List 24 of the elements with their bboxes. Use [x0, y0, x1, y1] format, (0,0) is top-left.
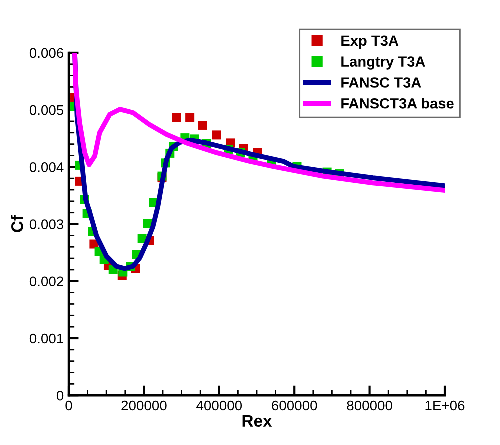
legend-label: Langtry T3A [342, 56, 426, 70]
y-tick-label: 0 [56, 390, 64, 401]
x-tick-label: 1E+06 [426, 400, 465, 411]
y-tick-label: 0.006 [30, 48, 64, 58]
legend-label: FANSC T3A [342, 78, 422, 88]
y-tick-label: 0.002 [30, 276, 64, 287]
y-axis-title: Cf [11, 215, 24, 232]
x-tick-label: 600000 [272, 400, 318, 411]
point [198, 120, 208, 130]
x-tick-label: 200000 [122, 400, 167, 411]
point [172, 114, 182, 123]
y-tick-label: 0.004 [30, 162, 64, 172]
legend-label: FANSCT3A base [342, 98, 454, 109]
y-tick-label: 0.003 [30, 220, 64, 230]
point [186, 112, 195, 122]
y-tick-label: 0.005 [30, 105, 64, 116]
x-tick-label: 0 [66, 400, 72, 411]
x-tick-label: 400000 [196, 400, 242, 411]
x-tick-label: 800000 [347, 400, 392, 411]
legend-label: Exp T3A [342, 36, 399, 49]
point [212, 130, 222, 140]
point [143, 219, 152, 228]
x-axis-title: Rex [242, 415, 272, 428]
y-tick-label: 0.001 [30, 334, 64, 344]
